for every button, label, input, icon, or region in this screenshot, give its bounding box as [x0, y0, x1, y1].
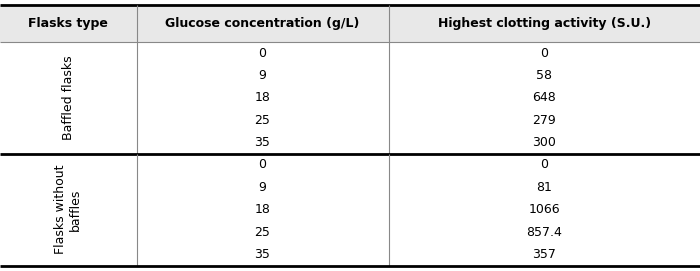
Text: 648: 648 [533, 91, 556, 104]
Text: 0: 0 [258, 47, 267, 60]
Text: 18: 18 [255, 203, 270, 216]
Text: 9: 9 [258, 181, 267, 194]
Text: 25: 25 [255, 225, 270, 238]
Text: 9: 9 [258, 69, 267, 82]
Text: Flasks without
baffles: Flasks without baffles [55, 165, 83, 254]
Text: 25: 25 [255, 114, 270, 127]
Text: 1066: 1066 [528, 203, 560, 216]
Text: 81: 81 [536, 181, 552, 194]
Bar [0, 5, 700, 42]
Text: 357: 357 [532, 248, 556, 261]
Text: 58: 58 [536, 69, 552, 82]
Text: 0: 0 [540, 47, 548, 60]
Text: Baffled flasks: Baffled flasks [62, 56, 75, 140]
Text: 279: 279 [533, 114, 556, 127]
Text: Glucose concentration (g/L): Glucose concentration (g/L) [165, 17, 360, 30]
Text: 0: 0 [540, 159, 548, 172]
Text: 300: 300 [532, 136, 556, 149]
Text: 35: 35 [255, 248, 270, 261]
Text: Highest clotting activity (S.U.): Highest clotting activity (S.U.) [438, 17, 651, 30]
Text: 35: 35 [255, 136, 270, 149]
Text: 18: 18 [255, 91, 270, 104]
Text: 857.4: 857.4 [526, 225, 562, 238]
Text: 0: 0 [258, 159, 267, 172]
Text: Flasks type: Flasks type [28, 17, 108, 30]
